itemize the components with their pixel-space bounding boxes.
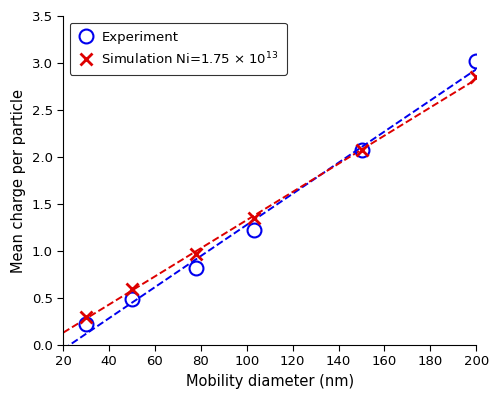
Simulation Ni=1.75 $\times$ 10$^{13}$ [250, 216, 256, 220]
Simulation Ni=1.75 $\times$ 10$^{13}$ [129, 286, 135, 291]
Experiment [129, 296, 135, 301]
Experiment [194, 266, 200, 270]
Line: Simulation Ni=1.75 $\times$ 10$^{13}$: Simulation Ni=1.75 $\times$ 10$^{13}$ [80, 71, 482, 323]
Experiment [250, 228, 256, 233]
Simulation Ni=1.75 $\times$ 10$^{13}$ [474, 75, 480, 80]
Simulation Ni=1.75 $\times$ 10$^{13}$ [83, 314, 89, 319]
Legend: Experiment, Simulation Ni=1.75 $\times$ 10$^{13}$: Experiment, Simulation Ni=1.75 $\times$ … [70, 23, 287, 75]
X-axis label: Mobility diameter (nm): Mobility diameter (nm) [186, 374, 354, 389]
Simulation Ni=1.75 $\times$ 10$^{13}$ [358, 148, 364, 153]
Line: Experiment: Experiment [79, 54, 483, 331]
Experiment [358, 147, 364, 152]
Simulation Ni=1.75 $\times$ 10$^{13}$ [194, 251, 200, 256]
Experiment [83, 322, 89, 327]
Y-axis label: Mean charge per particle: Mean charge per particle [11, 88, 26, 272]
Experiment [474, 59, 480, 64]
